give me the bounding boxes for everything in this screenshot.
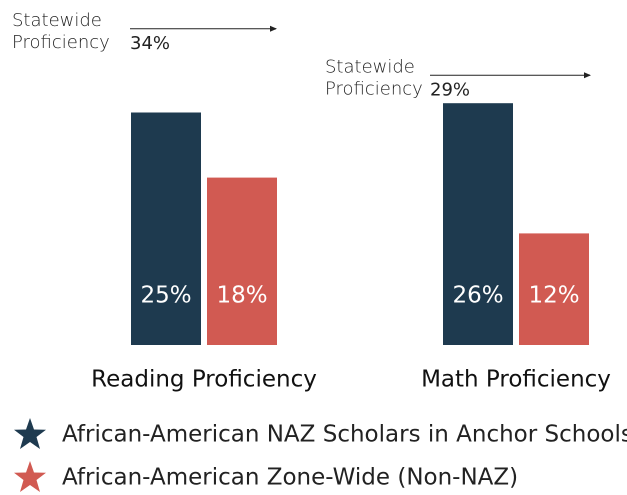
bar — [519, 233, 589, 345]
bar — [443, 103, 513, 345]
bar — [131, 112, 201, 345]
data-label: 18% — [216, 283, 267, 309]
legend-star — [14, 418, 46, 449]
legend-label: African-American NAZ Scholars in Anchor … — [62, 422, 627, 448]
benchmark-text: Statewide — [325, 56, 415, 77]
legend-label: African-American Zone-Wide (Non-NAZ) — [62, 465, 518, 491]
benchmark-value: 29% — [430, 79, 470, 100]
data-label: 25% — [140, 283, 191, 309]
category-label: Reading Proficiency — [91, 367, 317, 393]
bar — [207, 177, 277, 345]
data-label: 26% — [452, 283, 503, 309]
benchmark-text: Proficiency — [12, 32, 110, 53]
data-label: 12% — [528, 283, 579, 309]
benchmark-text: Statewide — [12, 10, 102, 31]
benchmark-value: 34% — [130, 33, 170, 54]
benchmark-text: Proficiency — [325, 78, 423, 99]
legend-star — [14, 461, 46, 492]
category-label: Math Proficiency — [421, 367, 611, 393]
